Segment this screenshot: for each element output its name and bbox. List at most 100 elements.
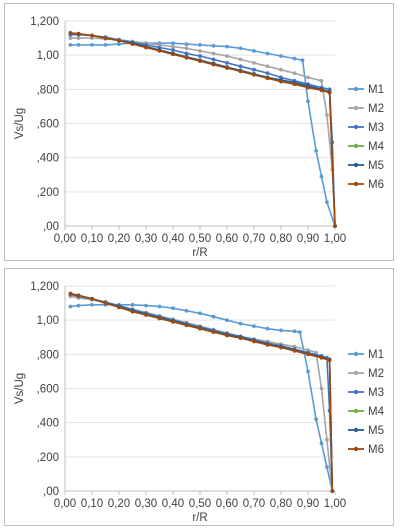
chart-0-data-point-m6 <box>327 90 332 95</box>
chart-1-legend-label: M2 <box>368 368 384 380</box>
chart-0-data-point-m1 <box>184 42 189 46</box>
chart-1-data-point-m6 <box>306 352 310 357</box>
chart-1-legend-label: M5 <box>368 425 384 437</box>
chart-1-data-point-m1 <box>171 306 175 311</box>
chart-0-data-point-m1 <box>252 49 256 53</box>
chart-0-data-point-m6 <box>68 31 73 35</box>
chart-1-legend-marker <box>353 389 359 395</box>
chart-0-x-tick-label: 0,70 <box>243 233 265 245</box>
chart-1-data-point-m6 <box>265 343 270 347</box>
chart-0-data-point-m1 <box>90 43 94 47</box>
chart-0-legend-label: M2 <box>368 103 384 115</box>
chart-1-data-point-m6 <box>238 336 243 340</box>
chart-1-data-point-m6 <box>90 296 94 301</box>
chart-1-data-point-m1 <box>319 441 324 446</box>
chart-1-data-point-m1 <box>306 369 310 374</box>
chart-1-data-point-m1 <box>90 302 94 307</box>
chart-0-series-line-m3 <box>70 33 336 227</box>
chart-1-data-point-m1 <box>225 318 229 323</box>
chart-0-data-point-m6 <box>130 42 135 46</box>
chart-panel-1: ,00 ,200 ,400 ,600 ,800 1,00 1,200 0,00 0,10 0,20… <box>4 3 394 261</box>
chart-1-x-tick-label: 0,70 <box>243 498 265 510</box>
chart-0-legend-marker <box>353 105 359 111</box>
chart-0-y-tick-label: ,200 <box>37 187 59 199</box>
chart-0-x-tick-label: 0,90 <box>297 233 319 245</box>
chart-0-y-tick-label: ,400 <box>37 153 59 165</box>
chart-0-x-tick-label: 0,60 <box>216 233 238 245</box>
chart-1-x-tick-label: 0,90 <box>297 498 319 510</box>
chart-0-x-tick-label: 1,00 <box>324 233 346 245</box>
chart-1-legend-entry-m5: M5 <box>348 425 384 437</box>
chart-1-data-point-m1 <box>68 304 73 309</box>
chart-0-data-point-m2 <box>279 67 283 72</box>
chart-0-data-point-m1 <box>76 43 81 47</box>
chart-0-data-point-m6 <box>238 69 243 74</box>
chart-1-data-point-m1 <box>314 417 318 422</box>
chart-1-x-tick-label: 0,30 <box>135 498 157 510</box>
chart-0-data-point-m2 <box>76 36 81 40</box>
chart-0-data-point-m1 <box>325 200 329 205</box>
chart-0-x-tick-label: 0,30 <box>135 233 157 245</box>
chart-1-data-point-m6 <box>327 358 332 363</box>
chart-1-y-tick-label: ,200 <box>37 452 59 464</box>
chart-0-data-point-m1 <box>279 54 283 58</box>
chart-1-data-point-m1 <box>252 324 256 328</box>
chart-0-data-point-m1 <box>314 148 318 153</box>
chart-1-data-point-m1 <box>76 303 81 308</box>
chart-0-data-point-m2 <box>90 36 94 40</box>
chart-1-data-point-m1 <box>211 314 216 319</box>
chart-1-x-tick-label: 0,60 <box>216 498 238 510</box>
chart-1-legend-entry-m6: M6 <box>348 444 384 456</box>
chart-1-data-point-m1 <box>157 304 162 309</box>
chart-1-data-point-m6 <box>157 316 162 321</box>
chart-0-data-point-m1 <box>306 99 310 104</box>
chart-0-data-point-m3 <box>225 61 229 65</box>
chart-1-legend-entry-m3: M3 <box>348 387 384 399</box>
chart-1-data-point-m6 <box>225 333 229 338</box>
chart-1-data-point-m1 <box>198 311 202 316</box>
chart-1-data-point-m6 <box>171 320 175 324</box>
chart-1-data-point-m6 <box>117 305 121 310</box>
chart-0-data-point-m2 <box>171 44 175 49</box>
chart-0-data-point-m1 <box>238 46 243 51</box>
chart-0-data-point-m3 <box>211 57 216 62</box>
chart-0-legend-label: M5 <box>368 160 384 172</box>
chart-0-data-point-m6 <box>319 88 324 93</box>
chart-1-data-point-m6 <box>319 355 324 360</box>
chart-1-series-line-m3 <box>70 293 334 492</box>
chart-0-legend-marker <box>353 181 359 187</box>
chart-0-data-point-m6 <box>157 49 162 53</box>
chart-1-x-tick-label: 0,00 <box>54 498 76 510</box>
chart-1-data-point-m6 <box>198 326 202 331</box>
chart-1-legend-entry-m1: M1 <box>348 349 384 361</box>
chart-0-legend-entry-m4: M4 <box>348 141 385 153</box>
chart-0-x-axis-title: r/R <box>192 247 207 259</box>
chart-0-data-point-m1 <box>117 42 121 46</box>
chart-0-data-point-m1 <box>68 43 73 47</box>
chart-0-data-point-m2 <box>157 43 162 47</box>
chart-0-y-tick-label: 1,00 <box>37 50 59 62</box>
chart-0-data-point-m3 <box>171 48 175 52</box>
chart-1-legend-marker <box>353 370 359 376</box>
chart-1-data-point-m2 <box>292 344 297 349</box>
chart-0-series-line-m2 <box>70 37 336 227</box>
chart-1-y-tick-label: 1,200 <box>30 281 59 293</box>
chart-0-data-point-m1 <box>171 41 175 46</box>
chart-1-legend-label: M6 <box>368 444 384 456</box>
chart-1-legend-label: M4 <box>368 406 385 418</box>
chart-0-data-point-m1 <box>265 51 270 56</box>
chart-0-x-tick-label: 0,80 <box>270 233 292 245</box>
chart-0-data-point-m1 <box>211 43 216 48</box>
chart-0-data-point-m1 <box>225 44 229 49</box>
chart-0-data-point-m6 <box>252 72 256 77</box>
chart-0-data-point-m1 <box>300 58 305 63</box>
chart-0-data-point-m6 <box>265 76 270 81</box>
chart-1-data-point-m6 <box>279 345 283 350</box>
chart-1-series-line-m1 <box>70 304 334 492</box>
chart-1-data-point-m1 <box>298 330 302 334</box>
chart-1-y-tick-label: ,800 <box>37 349 59 361</box>
chart-0-legend-marker <box>353 162 359 168</box>
chart-0-data-point-m6 <box>333 224 337 228</box>
chart-1-y-tick-label: 1,00 <box>37 315 59 327</box>
chart-0-legend-marker <box>353 86 359 92</box>
